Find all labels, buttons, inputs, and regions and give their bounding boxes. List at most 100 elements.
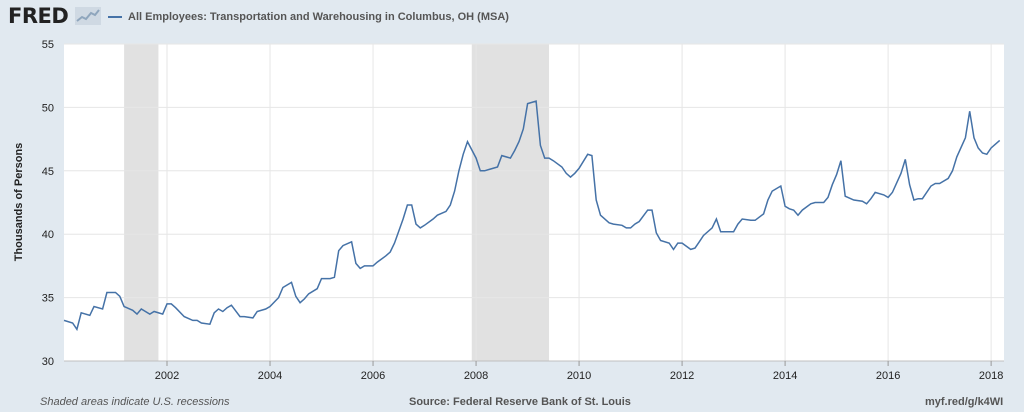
data-point[interactable] [629, 226, 632, 229]
data-point[interactable] [93, 305, 96, 308]
data-point[interactable] [183, 315, 186, 318]
data-point[interactable] [560, 166, 563, 169]
series-legend[interactable]: All Employees: Transportation and Wareho… [108, 11, 509, 23]
data-point[interactable] [912, 199, 915, 202]
data-point[interactable] [509, 157, 512, 160]
data-point[interactable] [955, 155, 958, 158]
data-point[interactable] [350, 240, 353, 243]
data-point[interactable] [951, 169, 954, 172]
data-point[interactable] [217, 308, 220, 311]
data-point[interactable] [891, 191, 894, 194]
data-point[interactable] [462, 153, 465, 156]
data-point[interactable] [998, 139, 1001, 142]
data-point[interactable] [792, 209, 795, 212]
data-point[interactable] [88, 314, 91, 317]
data-point[interactable] [483, 169, 486, 172]
data-point[interactable] [513, 149, 516, 152]
data-point[interactable] [633, 223, 636, 226]
data-point[interactable] [741, 218, 744, 221]
data-point[interactable] [372, 264, 375, 267]
data-point[interactable] [221, 310, 224, 313]
data-point[interactable] [573, 172, 576, 175]
data-point[interactable] [844, 195, 847, 198]
data-point[interactable] [990, 147, 993, 150]
data-point[interactable] [170, 302, 173, 305]
data-point[interactable] [814, 201, 817, 204]
data-point[interactable] [711, 226, 714, 229]
data-point[interactable] [595, 199, 598, 202]
data-point[interactable] [917, 197, 920, 200]
data-point[interactable] [114, 291, 117, 294]
data-point[interactable] [599, 214, 602, 217]
data-point[interactable] [487, 168, 490, 171]
data-point[interactable] [625, 226, 628, 229]
data-point[interactable] [123, 305, 126, 308]
data-point[interactable] [415, 223, 418, 226]
data-point[interactable] [724, 230, 727, 233]
data-point[interactable] [736, 223, 739, 226]
data-point[interactable] [166, 302, 169, 305]
data-point[interactable] [118, 295, 121, 298]
data-point[interactable] [882, 193, 885, 196]
data-point[interactable] [174, 306, 177, 309]
data-point[interactable] [715, 218, 718, 221]
data-point[interactable] [290, 281, 293, 284]
data-point[interactable] [535, 100, 538, 103]
data-point[interactable] [393, 242, 396, 245]
data-point[interactable] [243, 315, 246, 318]
data-point[interactable] [140, 308, 143, 311]
data-point[interactable] [410, 204, 413, 207]
data-point[interactable] [445, 210, 448, 213]
data-point[interactable] [930, 185, 933, 188]
data-point[interactable] [801, 209, 804, 212]
data-point[interactable] [161, 313, 164, 316]
series-line[interactable] [63, 100, 1001, 332]
data-point[interactable] [432, 218, 435, 221]
data-point[interactable] [921, 197, 924, 200]
data-point[interactable] [590, 154, 593, 157]
data-point[interactable] [578, 167, 581, 170]
data-point[interactable] [621, 224, 624, 227]
data-point[interactable] [419, 226, 422, 229]
data-point[interactable] [861, 200, 864, 203]
data-point[interactable] [105, 291, 108, 294]
data-point[interactable] [406, 204, 409, 207]
data-point[interactable] [359, 267, 362, 270]
data-point[interactable] [646, 209, 649, 212]
data-point[interactable] [839, 159, 842, 162]
data-point[interactable] [788, 207, 791, 210]
data-point[interactable] [698, 240, 701, 243]
data-point[interactable] [389, 251, 392, 254]
data-point[interactable] [264, 308, 267, 311]
data-point[interactable] [333, 276, 336, 279]
data-point[interactable] [543, 157, 546, 160]
data-point[interactable] [479, 169, 482, 172]
data-point[interactable] [973, 136, 976, 139]
data-point[interactable] [681, 242, 684, 245]
data-point[interactable] [762, 212, 765, 215]
data-point[interactable] [676, 242, 679, 245]
data-point[interactable] [689, 248, 692, 251]
data-point[interactable] [208, 323, 211, 326]
data-point[interactable] [994, 143, 997, 146]
data-point[interactable] [934, 182, 937, 185]
data-point[interactable] [320, 277, 323, 280]
data-point[interactable] [904, 158, 907, 161]
data-point[interactable] [251, 316, 254, 319]
data-point[interactable] [269, 305, 272, 308]
data-point[interactable] [766, 199, 769, 202]
data-point[interactable] [968, 110, 971, 113]
data-point[interactable] [655, 231, 658, 234]
data-point[interactable] [526, 102, 529, 105]
data-point[interactable] [466, 140, 469, 143]
data-point[interactable] [213, 311, 216, 314]
data-point[interactable] [852, 199, 855, 202]
data-point[interactable] [342, 244, 345, 247]
data-point[interactable] [809, 202, 812, 205]
data-point[interactable] [874, 191, 877, 194]
data-point[interactable] [771, 190, 774, 193]
data-point[interactable] [887, 196, 890, 199]
data-point[interactable] [608, 221, 611, 224]
data-point[interactable] [376, 261, 379, 264]
data-point[interactable] [977, 147, 980, 150]
